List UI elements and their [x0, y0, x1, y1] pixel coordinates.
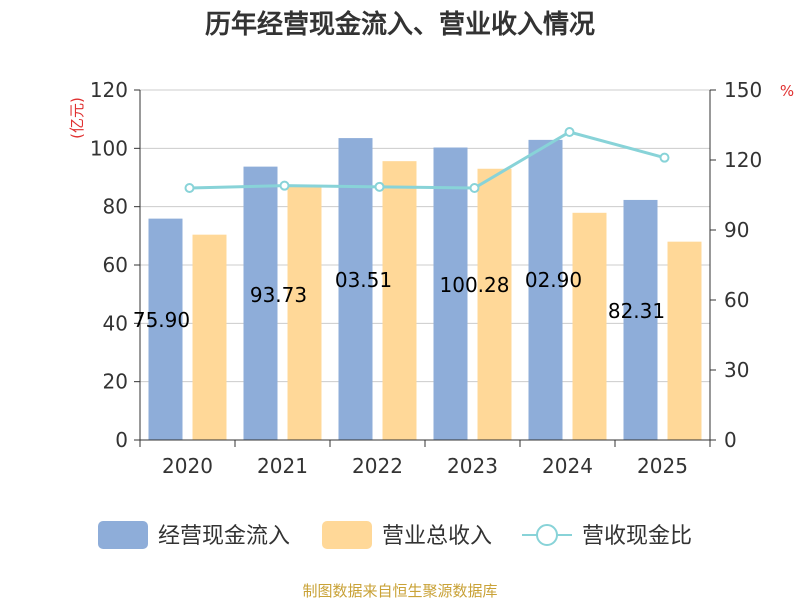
- y-left-tick-label: 60: [103, 253, 128, 277]
- bar-cash-inflow: [243, 166, 278, 440]
- y-right-tick-label: 0: [724, 428, 737, 452]
- y-right-tick-label: 60: [724, 288, 749, 312]
- tick-labels: 0 20 40 60 80 100 120 0 30 60 90 120 150 2020 2021 2022…: [90, 78, 762, 478]
- y-right-tick-label: 120: [724, 148, 762, 172]
- bar-cash-inflow: [528, 139, 563, 440]
- x-tick-label: 2024: [542, 454, 593, 478]
- y-right-tick-label: 30: [724, 358, 749, 382]
- legend-label-ratio: 营收现金比: [582, 524, 692, 549]
- bar-revenue: [572, 212, 607, 440]
- y-left-tick-label: 80: [103, 195, 128, 219]
- bar-revenue: [192, 234, 227, 440]
- source-note: 制图数据来自恒生聚源数据库: [302, 582, 497, 600]
- legend-label-revenue: 营业总收入: [382, 524, 492, 549]
- ratio-line-path: [189, 130, 665, 190]
- bar-cash-inflow: [623, 199, 658, 440]
- ratio-point: [469, 183, 480, 193]
- y-right-unit: %: [780, 82, 794, 100]
- bar-revenue: [287, 186, 322, 440]
- x-tick-label: 2021: [257, 454, 308, 478]
- y-left-tick-label: 120: [90, 78, 128, 102]
- bar-cash-inflow: [338, 138, 373, 441]
- x-tick-label: 2023: [447, 454, 498, 478]
- legend-swatch-revenue: [322, 521, 372, 549]
- y-left-tick-label: 100: [90, 136, 128, 160]
- bar-data-label: 93.73: [250, 283, 307, 307]
- y-right-tick-label: 150: [724, 78, 762, 102]
- y-left-unit: (亿元): [68, 97, 86, 139]
- axes: [134, 89, 716, 447]
- bar-cash-inflow: [148, 218, 183, 440]
- legend-swatch-cash-inflow: [98, 521, 148, 549]
- bar-cash-inflow: [433, 147, 468, 440]
- bar-revenue: [477, 168, 512, 440]
- bar-data-label: 75.90: [133, 308, 190, 332]
- ratio-point: [184, 183, 195, 193]
- bar-revenue: [667, 241, 702, 440]
- ratio-line: [184, 127, 670, 193]
- bar-revenue: [382, 161, 417, 440]
- ratio-point: [564, 127, 575, 137]
- legend-swatch-ratio-marker: [536, 524, 558, 546]
- ratio-point: [374, 181, 385, 192]
- ratio-point: [659, 152, 670, 163]
- y-left-tick-label: 40: [103, 311, 128, 335]
- legend-label-cash-inflow: 经营现金流入: [158, 524, 290, 549]
- bar-data-label: 03.51: [335, 268, 392, 292]
- bar-data-label: 02.90: [525, 268, 582, 292]
- y-right-tick-label: 90: [724, 218, 749, 242]
- chart-title: 历年经营现金流入、营业收入情况: [205, 9, 595, 40]
- legend: 经营现金流入 营业总收入 营收现金比: [98, 521, 692, 549]
- grid-lines: [140, 89, 710, 383]
- x-tick-label: 2025: [637, 454, 688, 478]
- y-left-tick-label: 0: [115, 428, 128, 452]
- bar-data-label: 100.28: [440, 273, 510, 297]
- x-tick-label: 2020: [162, 454, 213, 478]
- ratio-point: [279, 180, 290, 191]
- bar-data-label: 82.31: [608, 299, 665, 323]
- x-tick-label: 2022: [352, 454, 403, 478]
- y-left-tick-label: 20: [103, 370, 128, 394]
- data-labels: 75.90 93.73 03.51 100.28 02.90 82.31: [133, 268, 665, 332]
- bars: [148, 138, 702, 441]
